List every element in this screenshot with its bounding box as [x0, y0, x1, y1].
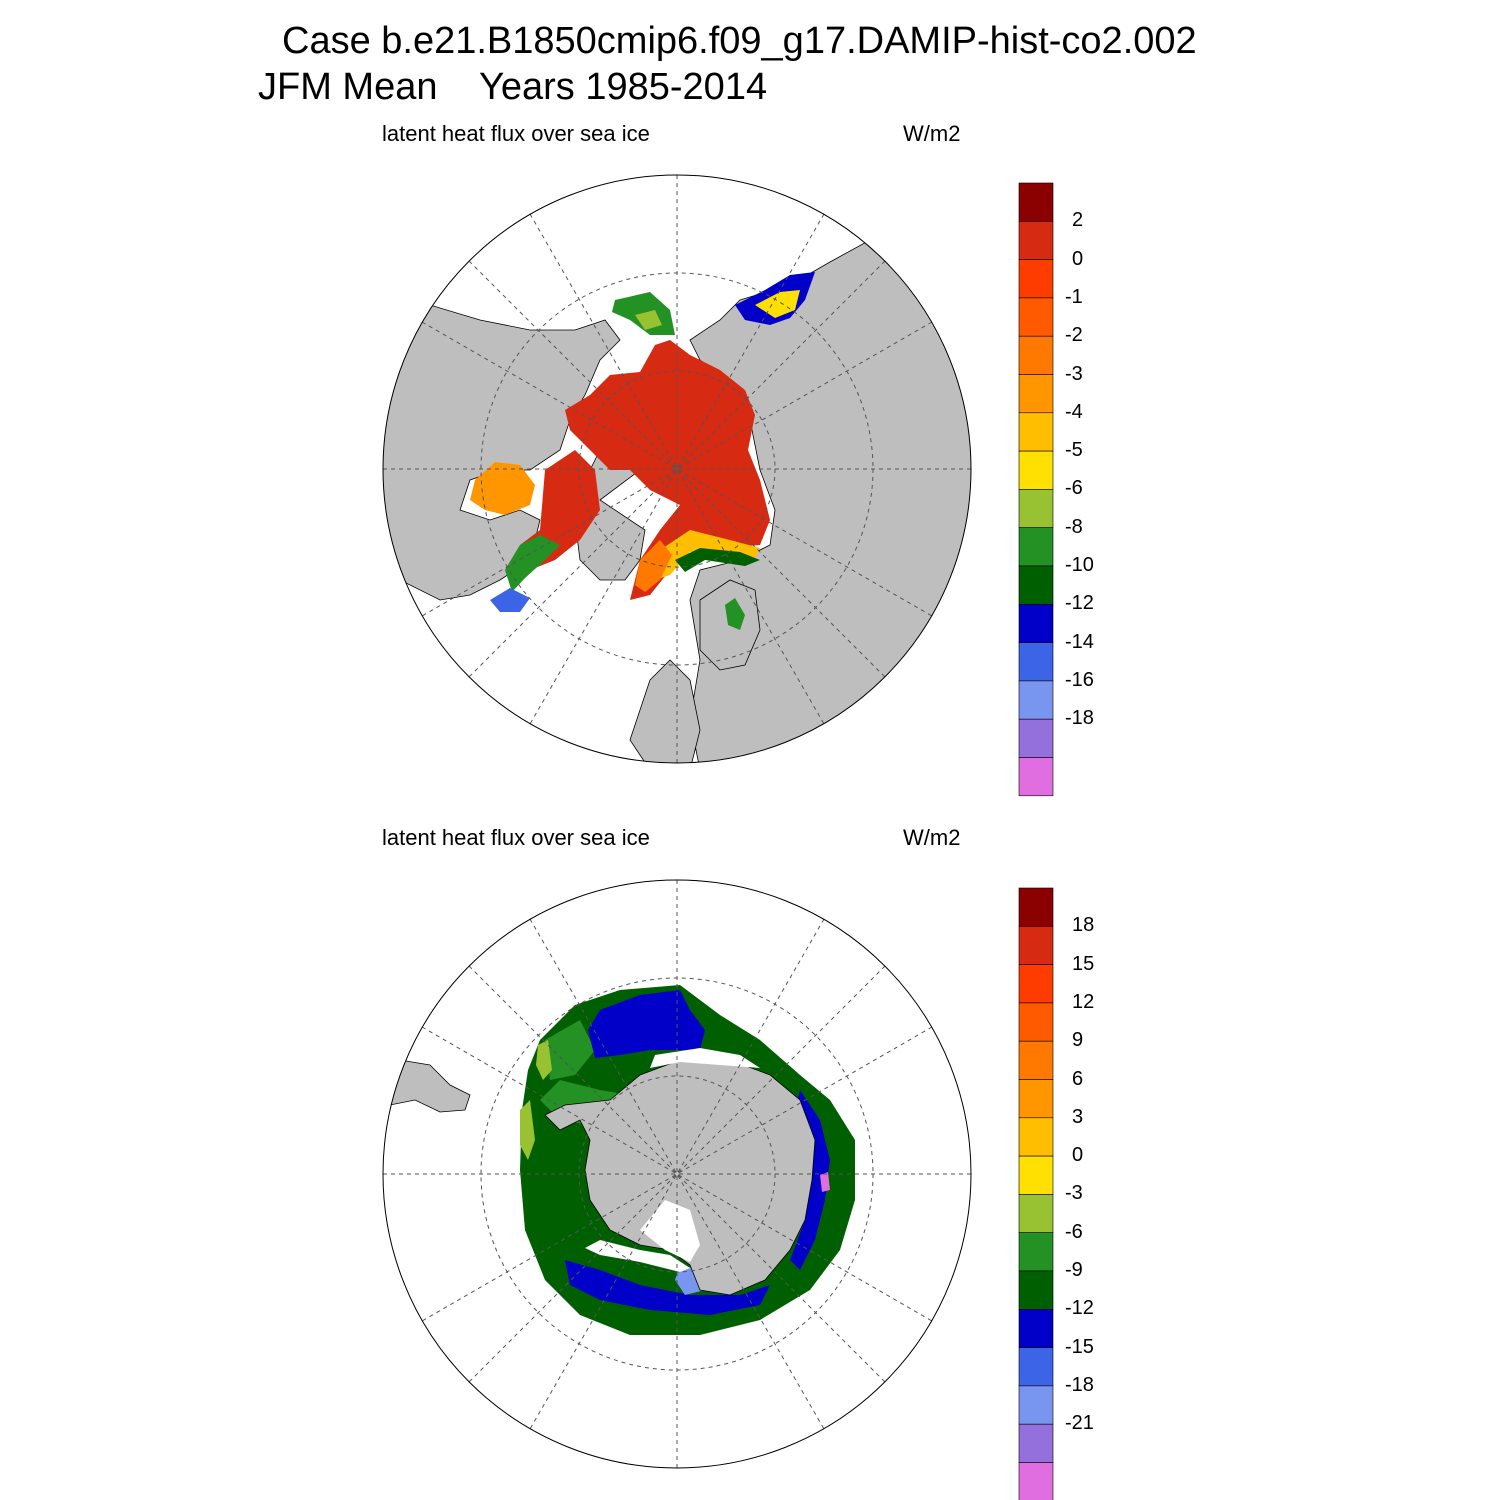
- colorbar-tick-label: 9: [1072, 1029, 1084, 1052]
- colorbar-swatch: [1018, 1002, 1054, 1042]
- south-units-label: W/m2: [903, 825, 961, 850]
- colorbar-swatch: [1018, 489, 1054, 528]
- north-variable-label: latent heat flux over sea ice: [382, 121, 650, 146]
- south-seaice-magenta: [820, 1172, 830, 1192]
- north-seaice-baltic: [725, 598, 745, 630]
- south-colorbar: [1018, 887, 1054, 1500]
- colorbar-tick-label: -5: [1065, 439, 1083, 462]
- south-seaice-west-edge: [520, 1100, 535, 1160]
- north-seaice-barents-edge-yellow: [655, 530, 760, 580]
- colorbar-tick-label: -2: [1065, 324, 1083, 347]
- colorbar-tick-label: -10: [1065, 554, 1094, 576]
- north-seaice-barents-edge-green: [675, 548, 760, 572]
- colorbar-tick-label: -6: [1065, 477, 1083, 500]
- south-iceshelf-north: [650, 1048, 760, 1068]
- colorbar-tick-label: -21: [1065, 1412, 1094, 1435]
- north-seaice-baffin-edge: [505, 535, 560, 592]
- colorbar-swatch: [1018, 1423, 1054, 1463]
- colorbar-swatch: [1018, 1270, 1054, 1310]
- colorbar-swatch: [1018, 964, 1054, 1004]
- colorbar-swatch: [1018, 925, 1054, 965]
- colorbar-tick-label: -1: [1065, 285, 1083, 308]
- colorbar-swatch: [1018, 297, 1054, 337]
- colorbar-tick-label: -12: [1065, 1297, 1094, 1320]
- colorbar-swatch: [1018, 565, 1054, 605]
- colorbar-tick-label: -6: [1065, 1220, 1083, 1243]
- north-colorbar: [1018, 182, 1054, 797]
- colorbar-swatch: [1018, 1194, 1054, 1234]
- colorbar-tick-label: -18: [1065, 1373, 1094, 1396]
- south-iceshelf-edge: [585, 1240, 690, 1272]
- south-seaice-blue-bottom: [565, 1260, 770, 1315]
- colorbar-swatch: [1018, 259, 1054, 299]
- north-seaice-bering-yellow: [635, 310, 662, 330]
- colorbar-tick-label: -14: [1065, 630, 1094, 653]
- colorbar-swatch: [1018, 412, 1054, 452]
- colorbar-swatch: [1018, 374, 1054, 414]
- south-seaice-weddell-green2: [545, 1020, 595, 1080]
- colorbar-swatch: [1018, 1347, 1054, 1387]
- colorbar-swatch: [1018, 335, 1054, 375]
- colorbar-tick-label: -15: [1065, 1335, 1094, 1358]
- north-seaice-east-greenland: [635, 540, 672, 592]
- colorbar-tick-label: -8: [1065, 515, 1083, 538]
- colorbar-swatch: [1018, 1462, 1054, 1500]
- colorbar-tick-label: 15: [1072, 952, 1095, 975]
- colorbar-tick-label: 3: [1072, 1105, 1084, 1128]
- figure-title-period: JFM Mean Years 1985-2014: [258, 66, 768, 108]
- colorbar-tick-label: 0: [1072, 247, 1084, 270]
- colorbar-swatch: [1018, 1155, 1054, 1195]
- colorbar-tick-label: -9: [1065, 1259, 1083, 1281]
- south-graticule: [383, 880, 971, 1468]
- north-units-label: W/m2: [903, 121, 961, 146]
- south-seaice-peninsula-edge: [536, 1040, 552, 1080]
- north-polar-map: [382, 174, 972, 764]
- colorbar-swatch: [1018, 527, 1054, 567]
- colorbar-swatch: [1018, 680, 1054, 720]
- north-seaice-labrador: [490, 588, 530, 612]
- colorbar-swatch: [1018, 887, 1054, 927]
- colorbar-swatch: [1018, 450, 1054, 490]
- colorbar-swatch: [1018, 757, 1054, 797]
- colorbar-swatch: [1018, 1040, 1054, 1080]
- colorbar-swatch: [1018, 1385, 1054, 1425]
- colorbar-swatch: [1018, 642, 1054, 682]
- colorbar-tick-label: 0: [1072, 1144, 1084, 1167]
- colorbar-tick-label: -3: [1065, 1182, 1083, 1205]
- colorbar-swatch: [1018, 1079, 1054, 1119]
- north-graticule: [383, 175, 971, 763]
- colorbar-tick-label: 18: [1072, 914, 1095, 937]
- colorbar-tick-label: 12: [1072, 990, 1095, 1013]
- south-polar-map: [382, 879, 972, 1469]
- north-seaice-okhotsk-inner: [755, 290, 800, 318]
- south-iceshelf-ross: [640, 1200, 700, 1262]
- north-seaice-central-arctic: [565, 340, 770, 600]
- colorbar-swatch: [1018, 1117, 1054, 1157]
- colorbar-swatch: [1018, 1309, 1054, 1348]
- north-seaice-hudson-bay: [470, 462, 535, 515]
- colorbar-tick-label: -4: [1065, 400, 1083, 423]
- colorbar-swatch: [1018, 1232, 1054, 1272]
- colorbar-tick-label: -16: [1065, 668, 1094, 691]
- figure-title-case: Case b.e21.B1850cmip6.f09_g17.DAMIP-hist…: [282, 20, 1197, 62]
- colorbar-tick-label: -18: [1065, 707, 1094, 730]
- south-seaice-blue-top: [588, 990, 705, 1058]
- colorbar-swatch: [1018, 603, 1054, 643]
- colorbar-tick-label: 2: [1072, 209, 1084, 232]
- colorbar-swatch: [1018, 182, 1054, 222]
- colorbar-tick-label: -12: [1065, 592, 1094, 615]
- colorbar-tick-label: -3: [1065, 362, 1083, 385]
- colorbar-swatch: [1018, 718, 1054, 758]
- south-variable-label: latent heat flux over sea ice: [382, 825, 650, 850]
- colorbar-swatch: [1018, 221, 1054, 260]
- colorbar-tick-label: 6: [1072, 1067, 1084, 1090]
